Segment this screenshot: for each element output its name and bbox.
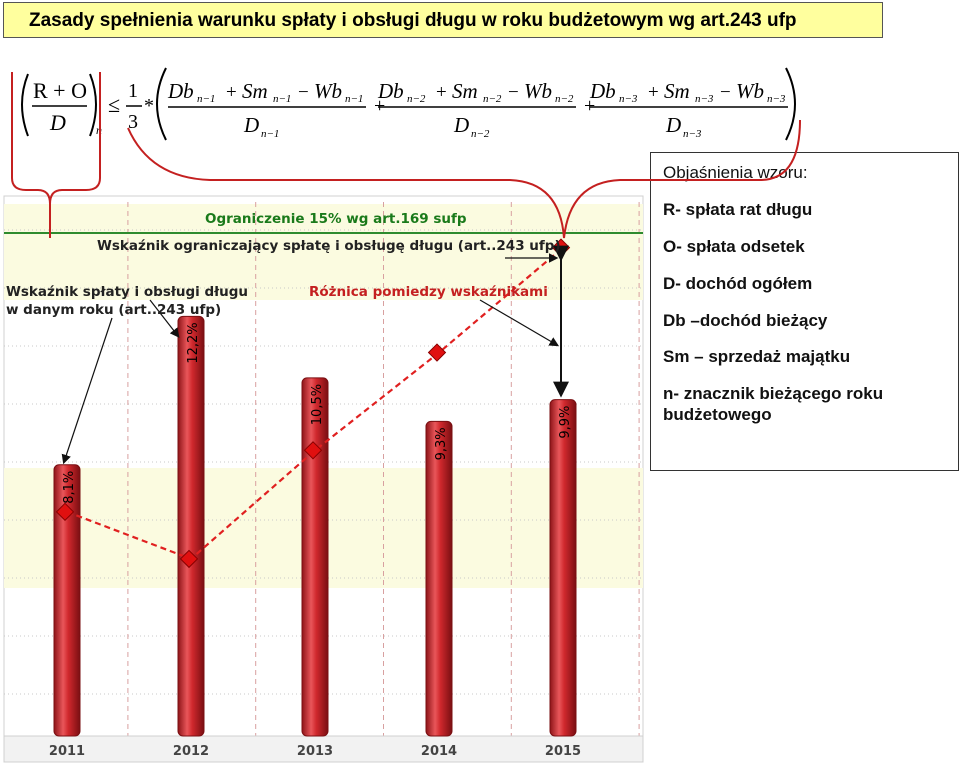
bar-2012 [177,315,205,737]
formula-term-minus: − [720,82,731,103]
formula-term-sub: n−3 [767,93,786,105]
bar-2013 [301,377,329,737]
formula-mult: * [144,95,154,117]
explanation-item: R- spłata rat długu [663,200,813,219]
explanation-heading: Objaśnienia wzoru: [663,163,808,182]
formula-term-wb: Wb [524,79,552,103]
formula-term-sm: Sm [664,79,690,103]
formula-term-sub: n−1 [345,93,363,105]
formula-term-den: D [665,113,681,137]
x-tick-label: 2011 [49,744,85,759]
bar-2015 [549,399,577,737]
difference-annotation: Różnica pomiedzy wskaźnikami [309,284,548,300]
formula-term-db: Db [589,79,616,103]
indicator-marker [55,502,75,522]
leader-arrow [61,317,113,465]
indicator-bar-annotation: w danym roku (art..243 ufp) [6,302,221,318]
bar-value-label: 9,9% [558,406,573,439]
explanation-item: budżetowego [663,405,772,424]
x-tick-label: 2015 [545,744,581,759]
page-title: Zasady spełnienia warunku spłaty i obsłu… [29,10,797,31]
x-tick-label: 2013 [297,744,333,759]
bar-chart: Ograniczenie 15% wg art.169 sufp 8,1% 12,2… [3,72,644,763]
formula-relation: ≤ [108,92,120,117]
bar-2011 [53,464,81,737]
formula-term-db: Db [377,79,404,103]
explanation-box: Objaśnienia wzoru: R- spłata rat długu O… [650,152,959,471]
formula-term-sub: n−2 [555,93,574,105]
x-tick-label: 2012 [173,744,209,759]
formula-term-minus: − [508,82,519,103]
formula-term-sub: n−3 [695,93,714,105]
formula-term-sub: n−2 [407,93,426,105]
formula-term-wb: Wb [736,79,764,103]
bar-value-label: 10,5% [310,384,325,425]
formula-term-sub: n−1 [273,93,291,105]
bar-value-label: 12,2% [186,322,201,363]
indicator-marker [303,441,323,460]
leader-arrow [479,299,560,347]
bar-value-label: 9,3% [434,427,449,460]
formula-term-db: Db [167,79,194,103]
formula-term-sm: Sm [242,79,268,103]
indicator-marker [427,343,447,362]
explanation-item: D- dochód ogółem [663,274,813,293]
formula-term-plus: + [226,82,237,103]
x-tick-label: 2014 [421,744,457,759]
formula-term-sub: n−1 [197,93,215,105]
formula-coef-num: 1 [128,80,138,102]
formula-lhs-den: D [49,110,66,135]
formula-plus: + [584,95,595,117]
limit-line-label: Ograniczenie 15% wg art.169 sufp [205,211,467,227]
explanation-item: Db –dochód bieżący [663,311,828,330]
formula-term-sub: n−2 [483,93,502,105]
x-axis [3,735,644,763]
bar-2014 [425,420,453,737]
explanation-item: n- znacznik bieżącego roku [663,384,884,403]
explanation-item: O- spłata odsetek [663,237,805,256]
indicator-marker [179,549,199,569]
formula-plus: + [374,95,385,117]
formula-term-sm: Sm [452,79,478,103]
formula-term-sub: n−3 [619,93,638,105]
formula-term-plus: + [648,82,659,103]
formula-term-sub: n−3 [683,128,702,140]
indicator-line-annotation: Wskaźnik ograniczający spłatę i obsługę … [97,238,561,254]
explanation-item: Sm – sprzedaż majątku [663,347,851,366]
title-box: Zasady spełnienia warunku spłaty i obsłu… [3,2,883,38]
formula-lhs-num: R + O [33,78,87,103]
indicator-bar-annotation: Wskaźnik spłaty i obsługi długu [6,284,248,300]
leader-arrow [149,299,180,338]
bar-value-label: 8,1% [62,471,77,504]
formula-term-wb: Wb [314,79,342,103]
formula-term-minus: − [298,82,309,103]
formula-term-plus: + [436,82,447,103]
